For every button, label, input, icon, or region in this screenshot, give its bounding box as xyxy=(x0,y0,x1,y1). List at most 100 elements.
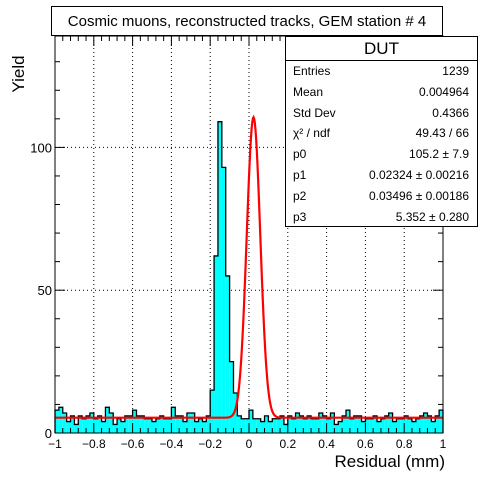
histogram-bar xyxy=(140,415,145,433)
histogram-bar xyxy=(167,418,172,433)
histogram-bar xyxy=(78,415,83,433)
histogram-bar xyxy=(268,421,273,433)
histogram-bar xyxy=(86,415,90,433)
histogram-bar xyxy=(435,415,440,433)
x-tick-label: 0.6 xyxy=(357,437,374,451)
histogram-bar xyxy=(276,418,281,433)
stats-row: p2 0.03496 ± 0.00186 xyxy=(286,186,477,207)
histogram-bar xyxy=(380,418,385,433)
x-tick-label: −0.6 xyxy=(121,437,145,451)
histogram-bar xyxy=(194,421,199,433)
histogram-bar xyxy=(132,410,137,433)
histogram-bar xyxy=(338,421,343,433)
histogram-bar xyxy=(260,421,265,433)
histogram-bar xyxy=(245,418,249,433)
x-tick-label: 0.8 xyxy=(396,437,413,451)
histogram-bar xyxy=(357,415,362,433)
histogram-bar xyxy=(101,421,106,433)
chart-title: Cosmic muons, reconstructed tracks, GEM … xyxy=(51,6,443,36)
histogram-bar xyxy=(252,418,257,433)
stats-row: p1 0.02324 ± 0.00216 xyxy=(286,165,477,186)
stats-label: Mean xyxy=(293,84,324,99)
stats-row: p3 5.352 ± 0.280 xyxy=(286,207,477,228)
histogram-bar xyxy=(411,421,416,433)
stats-label: p2 xyxy=(293,188,307,203)
stats-value: 0.02324 ± 0.00216 xyxy=(368,167,469,182)
histogram-bar xyxy=(58,407,63,433)
histogram-bar xyxy=(152,421,156,433)
histogram-bar xyxy=(171,407,176,433)
fit-curve-group xyxy=(55,114,443,419)
histogram-bar xyxy=(55,410,59,433)
histogram-bar xyxy=(163,418,168,433)
histogram-bar xyxy=(314,418,319,433)
y-tick-label: 0 xyxy=(45,426,52,441)
histogram-bar xyxy=(190,413,195,433)
x-tick-label: −0.4 xyxy=(160,437,184,451)
histogram-bar xyxy=(384,415,389,433)
histogram-bar xyxy=(62,413,67,433)
stats-value: 49.43 / 66 xyxy=(415,126,469,141)
histogram-bar xyxy=(392,421,397,433)
histogram-bar xyxy=(423,413,428,433)
histogram-bar xyxy=(241,418,246,433)
histogram-bar xyxy=(155,418,160,433)
histogram-bar xyxy=(89,413,94,433)
histogram-bar xyxy=(419,415,424,433)
histogram-bar xyxy=(353,415,358,433)
histogram-bar xyxy=(217,121,222,433)
axes: −1 −0.8 −0.6 −0.4 −0.2 0 0.2 0.4 0.6 0.8 1 0 50 100 xyxy=(30,35,447,451)
stats-label: p3 xyxy=(293,209,307,224)
stats-value: 105.2 ± 7.9 xyxy=(409,147,469,162)
fit-curve xyxy=(55,114,443,419)
histogram-bar xyxy=(105,407,110,433)
histogram-bar xyxy=(439,410,443,433)
histogram-bar xyxy=(214,255,218,433)
histogram-bar xyxy=(148,418,152,433)
grid xyxy=(55,36,443,433)
stats-value: 0.4366 xyxy=(432,105,469,120)
histogram-bar xyxy=(109,413,114,433)
histogram-bar xyxy=(427,415,432,433)
histogram-bar xyxy=(283,424,288,433)
histogram-bar xyxy=(198,418,203,433)
histogram-bar xyxy=(179,415,184,433)
histogram-bar xyxy=(280,415,284,433)
histogram-bar xyxy=(287,415,292,433)
histogram-bar xyxy=(128,415,133,433)
stats-value: 1239 xyxy=(442,64,469,78)
x-tick-label: 0 xyxy=(246,437,253,451)
histogram-bar xyxy=(113,424,118,433)
stats-value: 0.03496 ± 0.00186 xyxy=(368,188,469,203)
stats-row: Entries 1239 xyxy=(286,61,477,82)
histogram-outline xyxy=(54,121,444,433)
histogram-bar xyxy=(349,418,354,433)
y-tick-label: 50 xyxy=(38,283,52,298)
histogram-bar xyxy=(233,393,238,433)
histogram-bar xyxy=(225,275,230,433)
histogram-bar xyxy=(415,418,420,433)
histogram-bar xyxy=(318,413,323,433)
histogram-bar xyxy=(400,418,405,433)
stats-row: p0 105.2 ± 7.9 xyxy=(286,144,477,165)
stats-label: p0 xyxy=(293,147,307,162)
histogram-bar xyxy=(256,418,261,433)
stats-value: 0.004964 xyxy=(418,84,469,99)
histogram-bar xyxy=(221,167,226,434)
y-tick-label: 100 xyxy=(30,140,52,155)
stats-label: p1 xyxy=(293,167,307,182)
histogram-bar xyxy=(311,418,315,433)
y-axis-label: Yield xyxy=(9,55,28,93)
histogram-bar xyxy=(272,418,277,433)
histogram-bar xyxy=(237,415,242,433)
histogram-bar xyxy=(326,418,331,433)
histogram-bar xyxy=(361,421,366,433)
histogram-bar xyxy=(202,421,207,433)
histogram-bar xyxy=(264,415,269,433)
histogram-bar xyxy=(159,415,164,433)
histogram-bar xyxy=(82,418,87,433)
stats-box: DUT Entries 1239 Mean 0.004964 Std Dev 0.43… xyxy=(285,36,478,227)
histogram-bar xyxy=(408,418,412,433)
histogram-bar xyxy=(124,415,129,433)
x-tick-label: −0.8 xyxy=(82,437,106,451)
